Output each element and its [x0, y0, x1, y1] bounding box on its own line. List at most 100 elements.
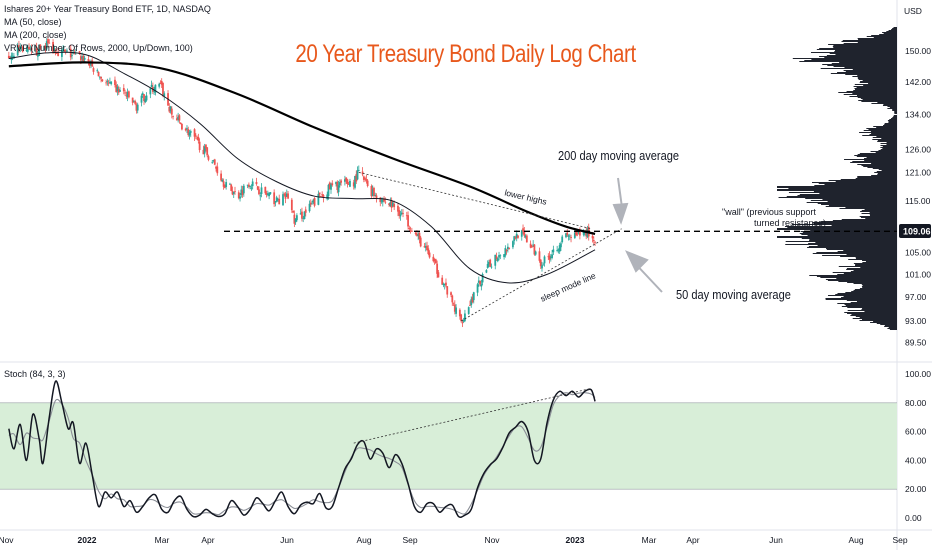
- volume-profile-bar: [855, 264, 897, 265]
- volume-profile-bar: [831, 225, 897, 226]
- candle-body: [397, 205, 399, 212]
- time-tick-label: 2023: [566, 535, 585, 545]
- candle-body: [436, 263, 439, 274]
- ma50-legend[interactable]: MA (50, close): [4, 17, 62, 27]
- volume-profile-bar: [822, 64, 897, 65]
- volume-profile-bar: [864, 160, 897, 161]
- volume-profile-bar: [859, 320, 897, 321]
- volume-profile-bar: [874, 172, 897, 173]
- candle-body: [231, 190, 234, 195]
- ma200-legend[interactable]: MA (200, close): [4, 30, 67, 40]
- candle-body: [177, 116, 180, 120]
- vrvp-legend[interactable]: VRVP (Number Of Rows, 2000, Up/Down, 100…: [4, 43, 193, 53]
- candle-body: [380, 200, 383, 202]
- candle-body: [97, 71, 100, 77]
- volume-profile-bar: [864, 209, 897, 210]
- volume-profile-bar: [828, 180, 897, 181]
- volume-profile-bar: [854, 155, 897, 156]
- volume-profile-bar: [811, 59, 897, 60]
- volume-profile-bar: [881, 170, 897, 171]
- volume-profile-bar: [841, 306, 897, 307]
- candle-body: [488, 261, 490, 265]
- stoch-legend[interactable]: Stoch (84, 3, 3): [4, 369, 66, 379]
- volume-profile-bar: [871, 163, 897, 164]
- volume-profile-bar: [847, 282, 897, 283]
- volume-profile-bar: [837, 293, 897, 294]
- volume-profile-bar: [859, 82, 897, 83]
- price-tick-label: 115.00: [905, 196, 931, 206]
- volume-profile-bar: [868, 129, 897, 130]
- price-tick-label: 105.00: [905, 247, 931, 257]
- volume-profile-bar: [817, 245, 897, 246]
- candle-body: [172, 115, 174, 117]
- volume-profile-bar: [861, 165, 897, 166]
- candle-body: [25, 49, 28, 51]
- candle-body: [101, 79, 104, 82]
- candle-body: [7, 55, 10, 59]
- time-tick-label: Apr: [686, 535, 699, 545]
- candle-body: [282, 194, 284, 206]
- volume-profile-bar: [828, 205, 897, 206]
- volume-profile-bar: [835, 181, 897, 182]
- candle-body: [452, 302, 455, 304]
- candle-body: [237, 192, 240, 199]
- volume-profile-bar: [846, 300, 897, 301]
- candle-body: [213, 159, 216, 165]
- volume-profile-bar: [852, 318, 897, 319]
- candle-body: [469, 305, 471, 306]
- candle-body: [141, 93, 144, 96]
- volume-profile-bar: [847, 313, 897, 314]
- annotation-arrows: [612, 177, 663, 293]
- volume-profile-bar: [785, 241, 897, 242]
- volume-profile-bar: [861, 101, 897, 102]
- current-price-tag: [899, 224, 931, 239]
- candle-body: [499, 255, 502, 257]
- candle-body: [542, 264, 545, 266]
- symbol-line[interactable]: Ishares 20+ Year Treasury Bond ETF, 1D, …: [4, 4, 211, 14]
- candle-body: [170, 108, 173, 115]
- volume-profile-bar: [857, 77, 897, 78]
- volume-profile-bar: [889, 107, 897, 108]
- candle-body: [268, 192, 270, 197]
- candle-body: [356, 170, 359, 180]
- volume-profile-bar: [843, 94, 897, 95]
- candle-body: [251, 181, 254, 187]
- candle-body: [38, 45, 41, 56]
- volume-profile-bar: [891, 29, 897, 30]
- candle-body: [206, 147, 209, 156]
- volume-profile-bar: [893, 115, 897, 116]
- volume-profile-bar: [888, 121, 897, 122]
- volume-profile-bar: [850, 271, 897, 272]
- volume-profile-bar: [853, 86, 897, 87]
- candle-body: [419, 237, 422, 247]
- time-tick-label: 2022: [78, 535, 97, 545]
- candle-body: [168, 106, 171, 112]
- volume-profile-bar: [863, 130, 897, 131]
- volume-profile-bar: [870, 131, 897, 132]
- candle-body: [392, 202, 394, 207]
- volume-profile-bar: [861, 210, 897, 211]
- volume-profile-bar: [820, 277, 897, 278]
- candle-body: [284, 193, 287, 199]
- volume-profile-bar: [864, 158, 897, 159]
- candle-body: [293, 214, 296, 224]
- volume-profile-bar: [883, 104, 897, 105]
- volume-profile-bar: [822, 199, 897, 200]
- candle-body: [216, 166, 219, 174]
- candle-body: [451, 295, 454, 303]
- candle-body: [551, 254, 553, 258]
- time-tick-label: Sep: [892, 535, 907, 545]
- stoch-tick-label: 0.00: [905, 513, 922, 523]
- volume-profile-bar: [851, 291, 897, 292]
- candle-body: [133, 100, 135, 102]
- candle-body: [479, 280, 481, 285]
- volume-profile-bar: [788, 192, 897, 193]
- candle-body: [494, 254, 497, 266]
- volume-profile-bar: [884, 123, 897, 124]
- ma50-annotation: 50 day moving average: [676, 287, 791, 302]
- volume-profile-bar: [856, 156, 897, 157]
- candle-body: [47, 39, 49, 44]
- volume-profile-bar: [870, 151, 897, 152]
- candle-body: [576, 233, 579, 235]
- candle-body: [264, 186, 267, 194]
